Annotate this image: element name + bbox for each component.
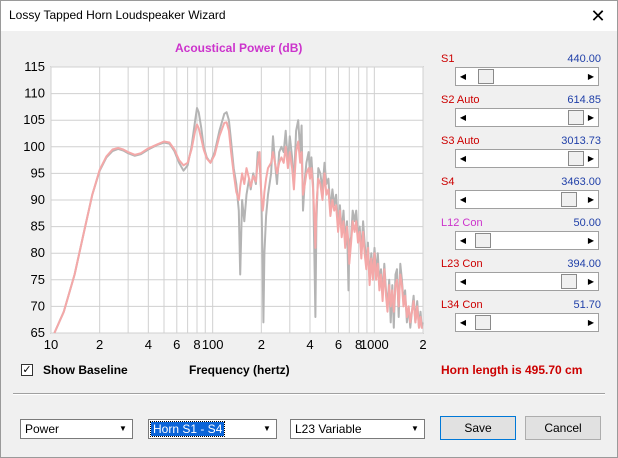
x-tick-label: 6 xyxy=(335,337,342,352)
slider-label: L12 Con xyxy=(441,217,483,229)
y-tick-label: 115 xyxy=(24,59,45,74)
slider-thumb[interactable] xyxy=(561,192,577,207)
y-tick-label: 85 xyxy=(31,219,45,234)
variable-value: L23 Variable xyxy=(295,422,362,436)
slider-value: 50.00 xyxy=(573,217,601,229)
slider-track[interactable]: ◀ ▶ xyxy=(455,190,599,209)
arrow-left-icon[interactable]: ◀ xyxy=(459,236,467,245)
x-tick-label: 8 xyxy=(193,337,200,352)
slider-track[interactable]: ◀ ▶ xyxy=(455,149,599,168)
slider-track[interactable]: ◀ ▶ xyxy=(455,67,599,86)
x-tick-label: 2 xyxy=(419,337,426,352)
arrow-left-icon[interactable]: ◀ xyxy=(459,154,467,163)
horn-length-status: Horn length is 495.70 cm xyxy=(441,363,583,377)
window-title: Lossy Tapped Horn Loudspeaker Wizard xyxy=(9,8,226,22)
x-tick-label: 4 xyxy=(306,337,313,352)
slider-row: L34 Con 51.70 ◀ ▶ xyxy=(439,299,605,337)
arrow-left-icon[interactable]: ◀ xyxy=(459,72,467,81)
slider-label: S4 xyxy=(441,176,455,188)
y-tick-label: 80 xyxy=(31,245,45,260)
x-tick-label: 2 xyxy=(258,337,265,352)
cancel-button[interactable]: Cancel xyxy=(525,416,601,440)
slider-row: L12 Con 50.00 ◀ ▶ xyxy=(439,217,605,255)
plot-type-value: Power xyxy=(25,422,60,436)
x-axis-title: Frequency (hertz) xyxy=(189,363,290,377)
y-tick-label: 70 xyxy=(31,298,45,313)
slider-value: 394.00 xyxy=(567,258,601,270)
chevron-down-icon[interactable]: ▼ xyxy=(119,424,127,433)
slider-label: L23 Con xyxy=(441,258,483,270)
close-icon[interactable]: ✕ xyxy=(590,6,606,26)
slider-track[interactable]: ◀ ▶ xyxy=(455,108,599,127)
show-baseline-checkbox[interactable]: ✓ xyxy=(21,364,33,376)
x-tick-label: 1000 xyxy=(360,337,389,352)
arrow-left-icon[interactable]: ◀ xyxy=(459,195,467,204)
slider-row: S2 Auto 614.85 ◀ ▶ xyxy=(439,94,605,132)
y-tick-label: 75 xyxy=(31,272,45,287)
arrow-left-icon[interactable]: ◀ xyxy=(459,277,467,286)
slider-value: 440.00 xyxy=(567,53,601,65)
slider-row: S1 440.00 ◀ ▶ xyxy=(439,53,605,91)
x-tick-label: 6 xyxy=(173,337,180,352)
slider-thumb[interactable] xyxy=(475,233,491,248)
slider-track[interactable]: ◀ ▶ xyxy=(455,231,599,250)
arrow-right-icon[interactable]: ▶ xyxy=(587,236,595,245)
slider-value: 3013.73 xyxy=(561,135,601,147)
horn-section-value: Horn S1 - S4 xyxy=(149,421,226,437)
y-tick-label: 105 xyxy=(23,112,45,127)
arrow-left-icon[interactable]: ◀ xyxy=(459,318,467,327)
slider-thumb[interactable] xyxy=(568,151,584,166)
arrow-right-icon[interactable]: ▶ xyxy=(587,277,595,286)
slider-row: L23 Con 394.00 ◀ ▶ xyxy=(439,258,605,296)
slider-label: S3 Auto xyxy=(441,135,480,147)
variable-dropdown[interactable]: L23 Variable ▼ xyxy=(290,419,425,439)
title-bar: Lossy Tapped Horn Loudspeaker Wizard ✕ xyxy=(1,1,617,31)
slider-value: 51.70 xyxy=(573,299,601,311)
plot-type-dropdown[interactable]: Power ▼ xyxy=(20,419,133,439)
slider-label: L34 Con xyxy=(441,299,483,311)
slider-row: S4 3463.00 ◀ ▶ xyxy=(439,176,605,214)
y-tick-label: 100 xyxy=(23,139,45,154)
slider-thumb[interactable] xyxy=(478,69,494,84)
x-tick-label: 10 xyxy=(44,337,58,352)
slider-thumb[interactable] xyxy=(568,110,584,125)
y-tick-label: 90 xyxy=(31,192,45,207)
x-tick-label: 8 xyxy=(355,337,362,352)
slider-row: S3 Auto 3013.73 ◀ ▶ xyxy=(439,135,605,173)
slider-track[interactable]: ◀ ▶ xyxy=(455,272,599,291)
slider-value: 614.85 xyxy=(567,94,601,106)
arrow-right-icon[interactable]: ▶ xyxy=(587,318,595,327)
y-tick-label: 95 xyxy=(31,165,45,180)
x-tick-label: 100 xyxy=(202,337,224,352)
horn-section-dropdown[interactable]: Horn S1 - S4 ▼ xyxy=(148,419,277,439)
arrow-right-icon[interactable]: ▶ xyxy=(587,154,595,163)
slider-value: 3463.00 xyxy=(561,176,601,188)
current-series-line xyxy=(53,121,423,334)
x-tick-label: 2 xyxy=(96,337,103,352)
slider-thumb[interactable] xyxy=(475,315,491,330)
y-tick-label: 110 xyxy=(24,86,45,101)
x-tick-label: 4 xyxy=(145,337,152,352)
slider-label: S1 xyxy=(441,53,455,65)
y-tick-label: 65 xyxy=(31,325,45,340)
chevron-down-icon[interactable]: ▼ xyxy=(263,424,271,433)
save-button[interactable]: Save xyxy=(440,416,516,440)
slider-label: S2 Auto xyxy=(441,94,480,106)
arrow-left-icon[interactable]: ◀ xyxy=(459,113,467,122)
arrow-right-icon[interactable]: ▶ xyxy=(587,72,595,81)
slider-track[interactable]: ◀ ▶ xyxy=(455,313,599,332)
chart-title: Acoustical Power (dB) xyxy=(175,41,303,55)
arrow-right-icon[interactable]: ▶ xyxy=(587,113,595,122)
arrow-right-icon[interactable]: ▶ xyxy=(587,195,595,204)
chevron-down-icon[interactable]: ▼ xyxy=(411,424,419,433)
show-baseline-label[interactable]: Show Baseline xyxy=(43,363,128,377)
slider-thumb[interactable] xyxy=(561,274,577,289)
divider xyxy=(13,393,605,395)
